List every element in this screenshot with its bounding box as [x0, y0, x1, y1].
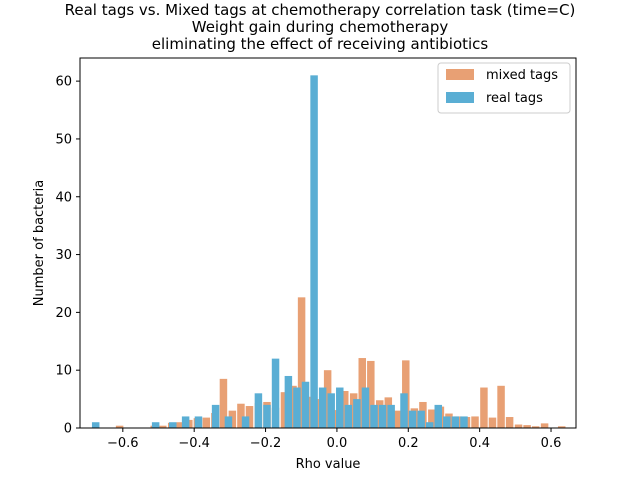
mixed-tags-bar-33	[428, 409, 436, 428]
y-tick-label-6: 60	[55, 75, 72, 90]
x-tick-label-1: −0.4	[178, 436, 210, 451]
real-tags-bar-23	[387, 404, 395, 429]
x-tick-label-4: 0.2	[398, 436, 419, 451]
x-tick-label-5: 0.4	[469, 436, 490, 451]
legend-swatch-mixed-tags	[446, 69, 474, 80]
real-tags-bar-21	[370, 404, 378, 429]
real-tags-bar-20	[361, 387, 370, 428]
real-tags-bar-26	[417, 410, 425, 428]
mixed-tags-bar-2	[159, 425, 167, 428]
real-tags-bar-25	[408, 410, 417, 428]
legend: mixed tags real tags	[437, 62, 571, 114]
mixed-tags-bar-0	[115, 425, 124, 428]
x-axis-label: Rho value	[296, 457, 361, 472]
x-tick-label-0: −0.6	[107, 436, 139, 451]
y-tick-label-4: 40	[55, 190, 72, 205]
mixed-tags-bar-38	[471, 416, 479, 428]
real-tags-bar-10	[271, 358, 280, 429]
real-tags-bar-8	[254, 393, 263, 428]
mixed-tags-bar-9	[219, 378, 228, 428]
real-tags-bar-31	[460, 416, 468, 428]
real-tags-bar-11	[284, 375, 293, 428]
real-tags-bar-22	[378, 404, 387, 429]
y-axis-ticks: 0 10 20 30 40 50 60	[55, 75, 80, 437]
real-tags-bar-27	[425, 422, 434, 428]
real-tags-bar-16	[327, 393, 335, 428]
y-tick-label-1: 10	[55, 364, 72, 379]
mixed-tags-bar-29	[393, 410, 401, 428]
x-axis-ticks: −0.6 −0.4 −0.2 0.0 0.2 0.4 0.6	[107, 428, 561, 451]
real-tags-bar-9	[263, 404, 271, 429]
y-tick-label-3: 30	[55, 248, 72, 263]
y-axis-label: Number of bacteria	[32, 180, 47, 306]
real-tags-bar-2	[169, 422, 177, 428]
real-tags-bar-3	[181, 416, 190, 428]
real-tags-bar-13	[301, 381, 310, 428]
real-tags-bar-19	[353, 399, 361, 428]
mixed-tags-bar-17	[289, 385, 297, 428]
real-tags-bar-4	[194, 416, 203, 428]
real-tags-bar-0	[91, 422, 100, 428]
legend-label-real-tags: real tags	[486, 91, 543, 106]
real-tags-bar-30	[451, 416, 460, 428]
x-tick-label-3: 0.0	[327, 436, 348, 451]
x-tick-label-6: 0.6	[541, 436, 562, 451]
legend-label-mixed-tags: mixed tags	[486, 68, 558, 83]
mixed-tags-bar-46	[540, 423, 549, 429]
real-tags-bar-24	[400, 393, 408, 428]
mixed-tags-bar-4	[176, 422, 185, 428]
y-tick-label-2: 20	[55, 306, 72, 321]
mixed-tags-bar-47	[557, 426, 566, 428]
mixed-tags-bar-18	[297, 297, 306, 428]
mixed-tags-bar-7	[202, 417, 211, 428]
real-tags-bar-5	[211, 404, 220, 429]
legend-swatch-real-tags	[446, 92, 474, 103]
plot-frame	[79, 57, 577, 429]
mixed-tags-bar-26	[367, 360, 375, 428]
real-tags-bar-1	[151, 422, 160, 428]
real-tags-bar-28	[434, 404, 443, 429]
x-tick-label-2: −0.2	[250, 436, 282, 451]
mixed-tags-bar-11	[237, 403, 245, 428]
y-tick-label-5: 50	[55, 132, 72, 147]
chart-title-line-2: Weight gain during chemotherapy	[191, 18, 449, 36]
mixed-tags-bar-44	[523, 425, 531, 428]
real-tags-bar-12	[293, 387, 301, 428]
real-tags-bar-18	[344, 404, 353, 429]
mixed-tags-bar-40	[488, 417, 497, 428]
real-tags-bar-15	[318, 387, 327, 428]
real-tags-bar-29	[443, 416, 451, 428]
mixed-tags-bar-43	[514, 424, 523, 428]
mixed-tags-bar-16	[280, 392, 289, 428]
real-tags-bar-17	[336, 387, 344, 428]
mixed-tags-bar-42	[505, 417, 514, 428]
real-tags-bars	[91, 75, 468, 429]
mixed-tags-bar-10	[228, 410, 237, 428]
real-tags-bar-6	[224, 416, 233, 428]
real-tags-bar-14	[310, 75, 318, 428]
mixed-tags-bar-45	[531, 426, 540, 428]
chart-title-line-1: Real tags vs. Mixed tags at chemotherapy…	[64, 1, 576, 19]
chart-title-line-3: eliminating the effect of receiving anti…	[151, 35, 489, 53]
mixed-tags-bar-39	[480, 387, 488, 428]
mixed-tags-bar-19	[306, 396, 314, 428]
real-tags-bar-7	[241, 416, 250, 428]
mixed-tags-bar-41	[497, 385, 505, 428]
mixed-tags-bar-12	[245, 406, 254, 428]
y-tick-label-0: 0	[64, 422, 72, 437]
